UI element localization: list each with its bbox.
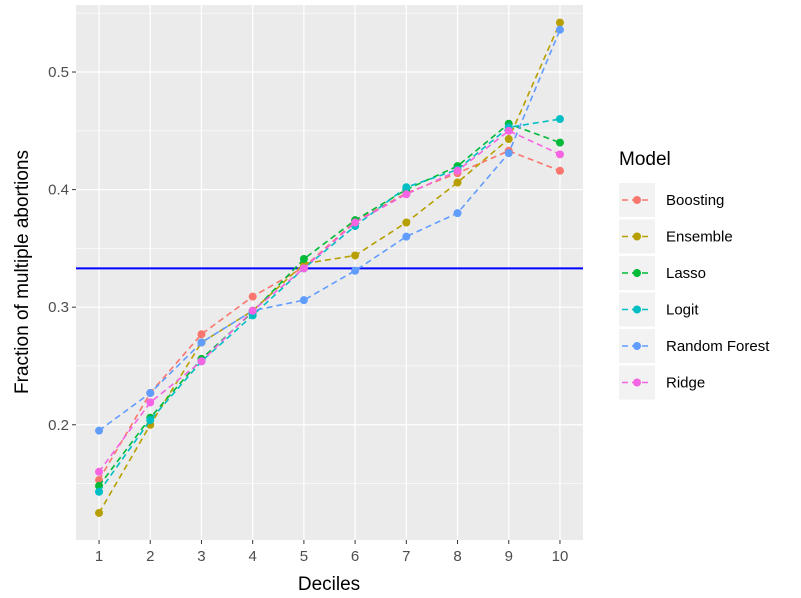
x-tick-label: 5 bbox=[300, 548, 308, 565]
data-point-ridge bbox=[146, 398, 155, 407]
series-line-random-forest bbox=[98, 29, 561, 432]
plot-panel bbox=[76, 5, 583, 540]
x-axis: 1 2 3 4 5 6 7 8 9 10 bbox=[95, 540, 568, 565]
data-point-random-forest bbox=[402, 232, 411, 241]
data-point-lasso bbox=[555, 138, 564, 147]
x-axis-title: Deciles bbox=[298, 574, 360, 595]
series-line-logit bbox=[98, 118, 561, 493]
legend-item-ridge: Ridge bbox=[619, 365, 705, 400]
y-tick-label: 0.5 bbox=[48, 64, 69, 81]
data-point-logit bbox=[402, 183, 411, 192]
x-tick-label: 10 bbox=[552, 548, 569, 565]
data-point-random-forest bbox=[351, 266, 360, 275]
x-tick-label: 1 bbox=[95, 548, 103, 565]
x-tick-label: 2 bbox=[146, 548, 154, 565]
x-tick-label: 6 bbox=[351, 548, 359, 565]
legend-label: Boosting bbox=[666, 192, 724, 209]
series-ridge bbox=[95, 126, 564, 476]
legend-title: Model bbox=[619, 149, 671, 170]
data-point-boosting bbox=[555, 166, 564, 175]
data-point-ensemble bbox=[95, 508, 104, 517]
data-point-boosting bbox=[197, 330, 206, 339]
data-point-ensemble bbox=[402, 218, 411, 227]
data-point-ridge bbox=[299, 264, 308, 273]
legend-key-point bbox=[633, 232, 641, 241]
y-tick-label: 0.4 bbox=[48, 182, 69, 199]
series-layer bbox=[95, 18, 564, 517]
legend-label: Ensemble bbox=[666, 229, 733, 246]
x-tick-label: 3 bbox=[197, 548, 205, 565]
data-point-ridge bbox=[197, 357, 206, 366]
data-point-ridge bbox=[453, 166, 462, 175]
series-line-boosting bbox=[98, 149, 561, 481]
legend-key-point bbox=[633, 378, 641, 387]
minor-gridlines bbox=[76, 12, 583, 484]
y-tick-label: 0.2 bbox=[48, 417, 69, 434]
data-point-random-forest bbox=[299, 296, 308, 305]
legend: Model Boosting Ensemble Lasso Logit Random F… bbox=[619, 149, 770, 400]
data-point-random-forest bbox=[504, 149, 513, 158]
major-gridlines bbox=[76, 5, 583, 540]
legend-item-lasso: Lasso bbox=[619, 256, 706, 290]
data-point-lasso bbox=[299, 254, 308, 263]
legend-label: Ridge bbox=[666, 375, 705, 392]
data-point-ridge bbox=[504, 126, 513, 135]
data-point-ensemble bbox=[453, 178, 462, 187]
legend-key-point bbox=[633, 342, 641, 350]
data-point-random-forest bbox=[555, 25, 564, 34]
y-axis-title: Fraction of multiple abortions bbox=[12, 150, 33, 394]
legend-item-random-forest: Random Forest bbox=[619, 329, 770, 363]
data-point-ridge bbox=[555, 150, 564, 159]
data-point-ensemble bbox=[504, 135, 513, 144]
x-tick-label: 9 bbox=[505, 548, 513, 565]
legend-item-boosting: Boosting bbox=[619, 183, 724, 217]
data-point-random-forest bbox=[453, 209, 462, 218]
y-axis: 0.2 0.3 0.4 0.5 bbox=[48, 64, 76, 434]
series-line-lasso bbox=[98, 122, 561, 487]
data-point-ensemble bbox=[555, 18, 564, 27]
legend-label: Random Forest bbox=[666, 338, 770, 355]
data-point-ridge bbox=[402, 190, 411, 199]
data-point-boosting bbox=[248, 292, 257, 301]
data-point-ensemble bbox=[351, 251, 360, 260]
legend-item-ensemble: Ensemble bbox=[619, 219, 733, 254]
series-line-ensemble bbox=[98, 22, 561, 514]
y-tick-label: 0.3 bbox=[48, 299, 69, 316]
data-point-ridge bbox=[95, 467, 104, 476]
data-point-ridge bbox=[248, 306, 257, 315]
legend-label: Lasso bbox=[666, 265, 706, 282]
data-point-random-forest bbox=[197, 338, 206, 347]
data-point-logit bbox=[95, 487, 104, 496]
x-tick-label: 4 bbox=[249, 548, 257, 565]
data-point-ridge bbox=[351, 218, 360, 227]
data-point-logit bbox=[555, 115, 564, 124]
legend-item-logit: Logit bbox=[619, 292, 699, 327]
legend-key-point bbox=[633, 196, 641, 204]
legend-key-point bbox=[633, 305, 641, 314]
legend-key-point bbox=[633, 269, 641, 277]
legend-label: Logit bbox=[666, 302, 699, 319]
x-tick-label: 7 bbox=[402, 548, 410, 565]
data-point-random-forest bbox=[146, 389, 155, 398]
data-point-logit bbox=[146, 416, 155, 425]
series-line-ridge bbox=[98, 129, 561, 473]
x-tick-label: 8 bbox=[453, 548, 461, 565]
data-point-random-forest bbox=[95, 426, 104, 435]
